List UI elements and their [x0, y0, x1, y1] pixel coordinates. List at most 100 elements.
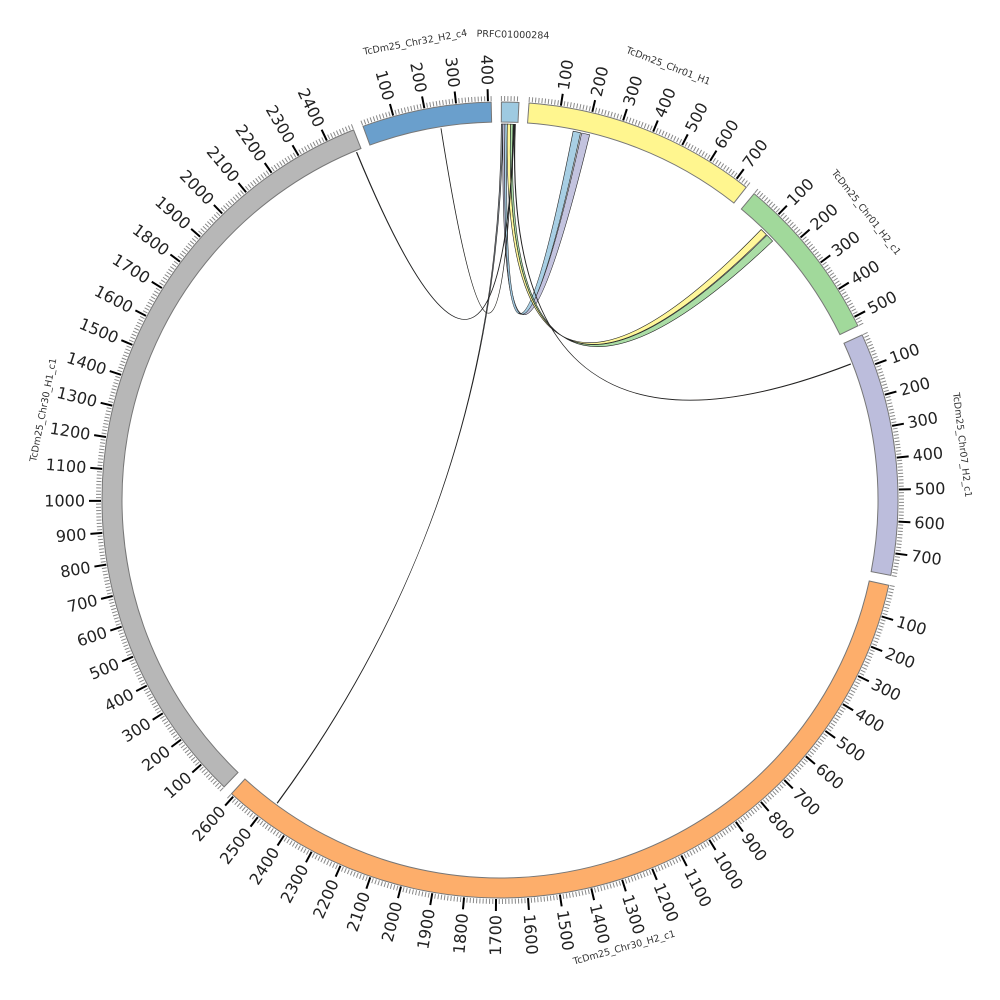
- minor-tick: [695, 847, 699, 853]
- minor-tick: [786, 777, 791, 782]
- major-tick: [735, 821, 744, 833]
- tick-label: 200: [882, 644, 917, 673]
- major-tick: [121, 655, 134, 663]
- minor-tick: [139, 316, 145, 320]
- minor-tick: [828, 725, 834, 729]
- minor-tick: [845, 698, 851, 702]
- minor-tick: [613, 112, 616, 118]
- minor-tick: [148, 696, 154, 700]
- link-tcdm25-chr32-h2-c4[interactable]: [440, 123, 514, 314]
- minor-tick: [265, 170, 270, 175]
- minor-tick: [827, 269, 833, 274]
- minor-tick: [761, 195, 766, 200]
- minor-tick: [318, 138, 322, 144]
- tick-label: 2400: [294, 85, 329, 130]
- minor-tick: [122, 641, 128, 645]
- major-tick: [898, 520, 911, 524]
- minor-tick: [121, 638, 127, 642]
- minor-tick: [541, 98, 543, 104]
- minor-tick: [301, 147, 305, 153]
- major-tick: [263, 162, 273, 174]
- minor-tick: [174, 736, 180, 741]
- minor-tick: [727, 827, 732, 832]
- minor-tick: [843, 294, 849, 298]
- minor-tick: [163, 720, 169, 725]
- ideogram-tcdm25-chr01-h2-c1[interactable]: [740, 192, 859, 336]
- minor-tick: [795, 229, 801, 234]
- minor-tick: [117, 629, 123, 632]
- major-tick: [191, 763, 202, 774]
- link-tcdm25-chr01-h2-c1[interactable]: [506, 123, 767, 345]
- minor-tick: [756, 190, 761, 196]
- minor-tick: [136, 321, 142, 325]
- ideogram-tcdm25-chr30-h1-c1[interactable]: [101, 129, 362, 788]
- minor-tick: [610, 111, 613, 117]
- minor-tick: [146, 693, 152, 697]
- tick-label: 100: [554, 58, 577, 91]
- minor-tick: [882, 386, 889, 390]
- minor-tick: [234, 800, 239, 805]
- minor-tick: [788, 775, 793, 780]
- minor-tick: [885, 603, 891, 606]
- minor-tick: [246, 810, 251, 816]
- minor-tick: [692, 849, 696, 855]
- minor-tick: [697, 846, 702, 851]
- minor-tick: [563, 101, 566, 107]
- minor-tick: [335, 130, 339, 136]
- minor-tick: [887, 402, 893, 405]
- tick-label: 2100: [343, 889, 374, 934]
- link-tcdm25-chr01-h2-c1[interactable]: [509, 123, 774, 347]
- major-tick: [854, 310, 866, 318]
- minor-tick: [287, 156, 291, 161]
- tick-label: 500: [681, 99, 712, 135]
- tick-label: 1800: [129, 220, 173, 260]
- minor-tick: [616, 113, 620, 119]
- minor-tick: [862, 666, 867, 670]
- tick-label: 400: [101, 685, 137, 716]
- tick-label: 800: [59, 558, 92, 582]
- minor-tick: [741, 178, 746, 183]
- minor-tick: [122, 354, 128, 358]
- major-tick: [365, 877, 372, 890]
- minor-tick: [829, 272, 835, 276]
- minor-tick: [732, 823, 737, 829]
- minor-tick: [129, 659, 135, 663]
- minor-tick: [753, 807, 758, 813]
- minor-tick: [150, 296, 156, 300]
- ideogram-tcdm25-chr01-h1[interactable]: [527, 102, 747, 204]
- ideogram-tcdm25-chr07-h2-c1[interactable]: [843, 334, 899, 576]
- minor-tick: [112, 385, 118, 388]
- minor-tick: [429, 102, 432, 108]
- minor-tick: [876, 631, 882, 634]
- minor-tick: [98, 458, 104, 460]
- link-tcdm25-chr01-h1[interactable]: [502, 123, 591, 316]
- minor-tick: [115, 375, 121, 379]
- tick-label: 1700: [109, 250, 154, 288]
- ideogram-tcdm25-chr32-h2-c4[interactable]: [362, 101, 493, 146]
- minor-tick: [831, 275, 837, 279]
- minor-tick: [660, 864, 664, 870]
- link-tcdm25-chr07-h2-c1[interactable]: [513, 123, 852, 401]
- minor-tick: [695, 148, 700, 153]
- ideogram-tcdm25-chr30-h2-c1[interactable]: [230, 580, 890, 899]
- minor-tick: [550, 99, 553, 105]
- minor-tick: [378, 114, 382, 120]
- minor-tick: [172, 734, 178, 738]
- minor-tick: [716, 834, 721, 840]
- minor-tick: [165, 723, 171, 728]
- minor-tick: [762, 799, 767, 804]
- minor-tick: [768, 201, 773, 206]
- minor-tick: [170, 731, 176, 736]
- ideogram-prfc01000284[interactable]: [500, 101, 520, 123]
- link-tcdm25-chr30-h2-c1[interactable]: [276, 123, 504, 804]
- minor-tick: [871, 352, 877, 356]
- minor-tick: [160, 715, 165, 720]
- tick-label: 1300: [55, 383, 99, 411]
- link-tcdm25-chr30-h1-c1[interactable]: [355, 123, 515, 320]
- minor-tick: [360, 120, 364, 126]
- major-tick: [838, 281, 850, 290]
- minor-tick: [566, 101, 569, 107]
- minor-tick: [801, 760, 806, 765]
- minor-tick: [128, 339, 134, 343]
